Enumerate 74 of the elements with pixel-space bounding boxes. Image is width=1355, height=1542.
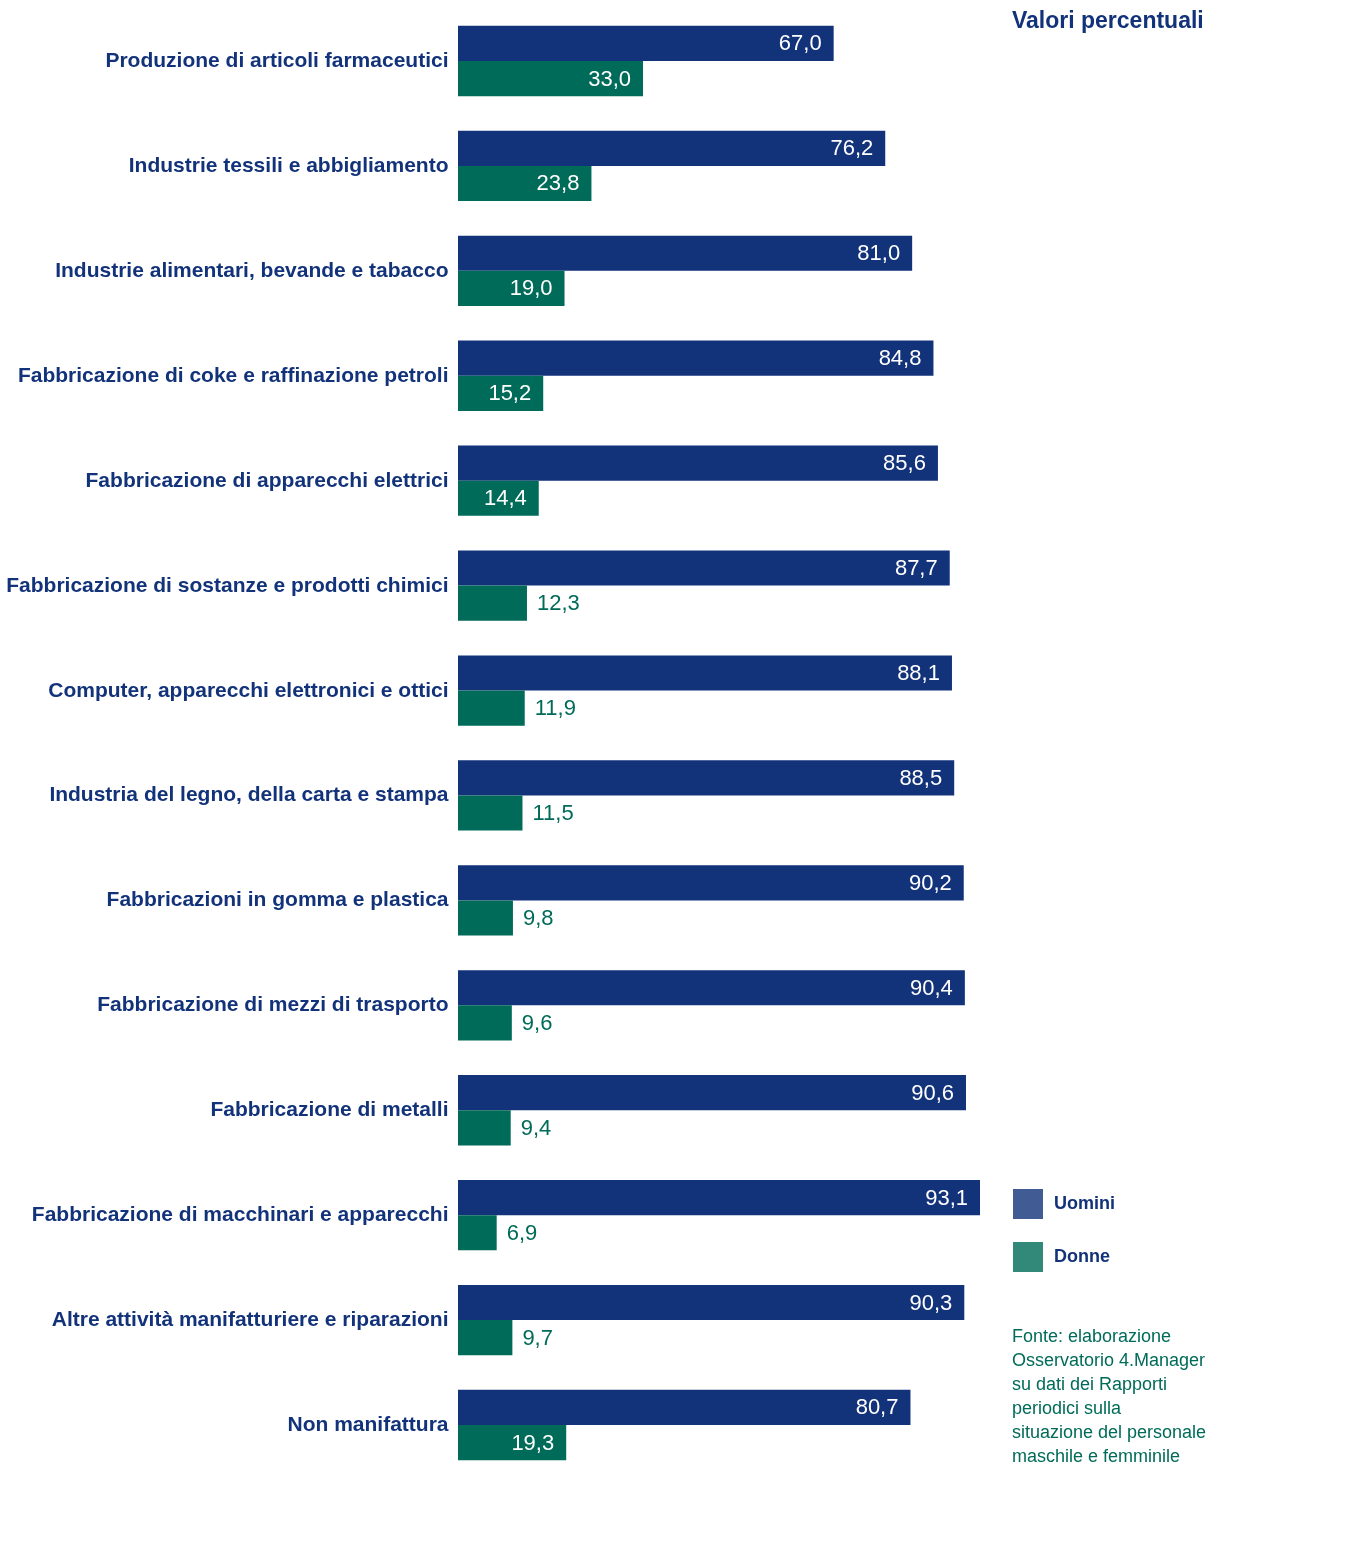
text: Valori percentuali	[1012, 7, 1204, 33]
bar	[458, 235, 913, 271]
data-label: 6,9	[506, 1219, 538, 1245]
bar	[458, 25, 834, 61]
bar	[458, 1075, 966, 1111]
bar	[458, 375, 544, 411]
data-label: 12,3	[536, 590, 580, 616]
data-label: 33,0	[588, 65, 632, 91]
y-tick-label: Altre attività manifatturiere e riparazioni	[51, 1307, 449, 1331]
bar	[458, 165, 592, 202]
y-tick-label: Non manifattura	[287, 1412, 449, 1436]
bar	[458, 1005, 512, 1041]
bar	[458, 760, 955, 796]
data-label: 90,4	[910, 974, 953, 1000]
data-label: 87,7	[894, 555, 938, 581]
data-label: 9,8	[522, 904, 554, 930]
y-tick-label: Fabbricazione di coke e raffinazione petroli	[17, 362, 449, 386]
data-label: 85,6	[883, 450, 926, 476]
y-tick-label: Industria del legno, della carta e stampa	[49, 782, 449, 806]
data-label: 88,5	[899, 764, 943, 790]
legend-label: Donne	[1054, 1246, 1110, 1266]
bar	[458, 1215, 497, 1251]
bar	[458, 1425, 567, 1461]
data-label: 9,4	[520, 1114, 552, 1140]
bar	[458, 795, 523, 831]
y-tick-label: Fabbricazione di apparecchi elettrici	[85, 467, 449, 491]
y-tick-label: Industrie alimentari, bevande e tabacco	[55, 257, 449, 281]
bar	[458, 550, 950, 586]
data-label: 19,0	[509, 275, 553, 301]
bar	[458, 865, 964, 901]
bar	[458, 690, 525, 726]
bar	[458, 1389, 911, 1426]
bar	[458, 1320, 513, 1356]
data-label: 11,5	[532, 800, 574, 826]
data-label: 19,3	[511, 1429, 555, 1455]
bar	[458, 1284, 965, 1321]
y-tick-label: Fabbricazione di sostanze e prodotti chimici	[6, 572, 449, 596]
data-label: 9,6	[521, 1009, 553, 1035]
data-label: 9,7	[522, 1324, 553, 1350]
y-tick-label: Industrie tessili e abbigliamento	[128, 152, 449, 176]
bar	[458, 340, 934, 376]
data-label: 90,3	[909, 1289, 953, 1315]
bar	[458, 585, 527, 621]
bar	[458, 270, 565, 306]
bar	[458, 60, 644, 97]
bar	[458, 480, 539, 516]
data-label: 88,1	[897, 659, 940, 685]
y-tick-label: Produzione di articoli farmaceutici	[105, 47, 449, 71]
y-tick-label: Fabbricazioni in gomma e plastica	[106, 887, 449, 911]
bar	[458, 1180, 980, 1216]
data-label: 14,4	[483, 485, 527, 511]
data-label: 90,6	[911, 1079, 954, 1105]
y-tick-label: Fabbricazione di metalli	[210, 1097, 449, 1121]
data-label: 11,9	[534, 695, 576, 721]
y-tick-label: Fabbricazione di mezzi di trasporto	[97, 992, 449, 1016]
data-label: 84,8	[878, 345, 922, 371]
bar	[458, 1110, 511, 1146]
data-label: 67,0	[778, 30, 822, 56]
y-tick-label: Fabbricazione di macchinari e apparecchi	[31, 1202, 449, 1226]
legend-label: Uomini	[1054, 1193, 1115, 1213]
data-label: 23,8	[536, 170, 580, 196]
data-label: 76,2	[830, 135, 874, 161]
source-note: Fonte: elaborazione Osservatorio 4.Manager su dati dei Rapporti periodici sulla situazione del personale maschile e femminile	[1012, 1326, 1207, 1466]
bar	[458, 130, 886, 166]
bar	[458, 900, 513, 936]
data-label: 80,7	[855, 1394, 899, 1420]
data-label: 90,2	[908, 869, 952, 895]
data-label: 93,1	[925, 1184, 968, 1210]
bar	[458, 445, 938, 481]
bar	[458, 970, 965, 1006]
data-label: 15,2	[488, 380, 532, 406]
y-tick-label: Computer, apparecchi elettronici e ottici	[48, 677, 449, 701]
data-label: 81,0	[857, 240, 901, 266]
bar	[458, 655, 952, 691]
